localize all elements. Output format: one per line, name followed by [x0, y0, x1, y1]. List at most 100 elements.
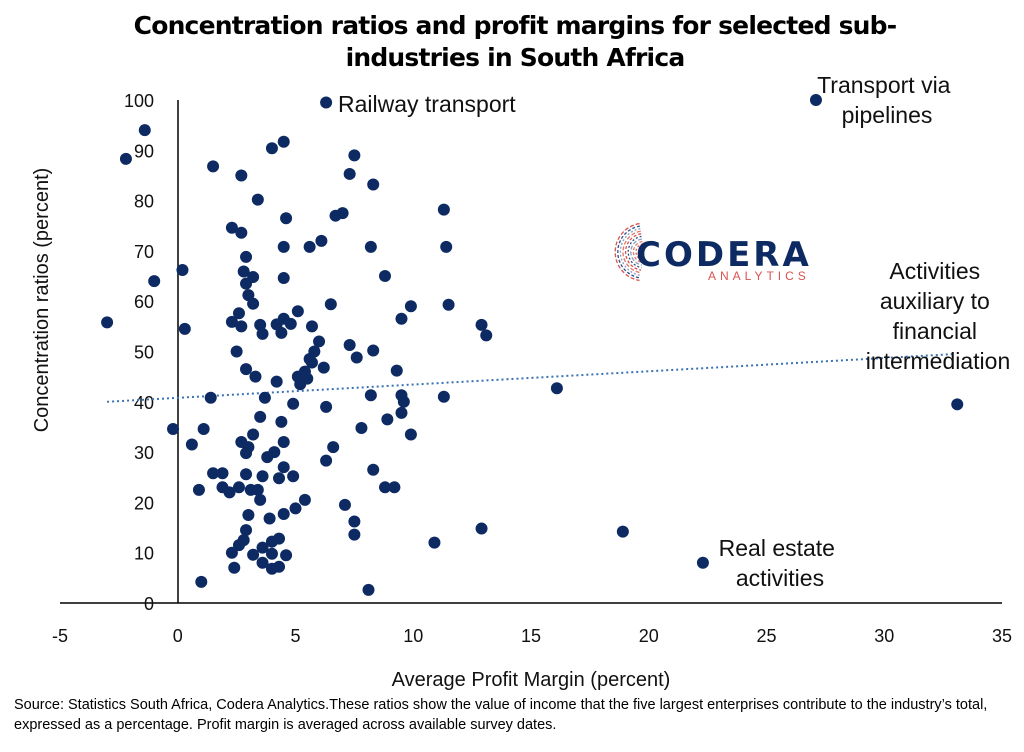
data-point: [242, 508, 255, 521]
data-point: [228, 561, 241, 574]
y-axis-title: Concentration ratios (percent): [31, 168, 53, 433]
data-point: [404, 428, 417, 441]
x-tick-label: 30: [874, 626, 894, 646]
data-point: [291, 305, 304, 318]
data-point: [256, 541, 269, 554]
data-point: [308, 345, 321, 358]
data-point: [167, 422, 180, 435]
y-tick-labels: 0 10 20 30 40 50 60 70 80 90 100: [124, 91, 154, 614]
y-tick-label: 50: [134, 343, 154, 363]
annotation-financial-line1: Activities: [889, 258, 980, 284]
data-point: [550, 382, 563, 395]
data-point: [223, 486, 236, 499]
data-point: [367, 463, 380, 476]
data-point: [256, 327, 269, 340]
data-point: [240, 447, 253, 460]
data-point: [277, 272, 290, 285]
x-tick-label: 0: [173, 626, 183, 646]
y-tick-label: 80: [134, 192, 154, 212]
data-point: [240, 363, 253, 376]
data-point: [404, 300, 417, 313]
annotation-real-estate: Real estate activities: [719, 535, 842, 591]
data-point: [273, 472, 286, 485]
data-point: [240, 524, 253, 537]
data-point: [367, 178, 380, 191]
data-point: [277, 461, 290, 474]
data-point: [388, 481, 401, 494]
annotation-railway-line1: Railway transport: [338, 91, 516, 117]
data-point: [315, 234, 328, 247]
data-point: [951, 398, 964, 411]
data-point: [254, 410, 267, 423]
x-tick-label: 5: [290, 626, 300, 646]
data-point: [235, 436, 248, 449]
x-tick-label: 35: [992, 626, 1012, 646]
data-point: [232, 481, 245, 494]
data-point: [251, 193, 264, 206]
data-point: [254, 318, 267, 331]
data-point: [343, 167, 356, 180]
data-point: [280, 212, 293, 225]
data-point: [397, 395, 410, 408]
annotation-pipelines-line1: Transport via: [817, 72, 951, 98]
annotation-railway: Railway transport: [338, 91, 516, 117]
data-point: [207, 467, 220, 480]
data-point: [696, 556, 709, 569]
data-point: [247, 297, 260, 310]
y-tick-label: 100: [124, 91, 154, 111]
logo-arc: [627, 235, 642, 269]
annotation-financial-line3: financial: [893, 318, 977, 344]
data-point: [237, 265, 250, 278]
annotation-financial-line2: auxiliary to: [880, 288, 990, 314]
data-point: [277, 135, 290, 148]
data-point: [247, 271, 260, 284]
data-point: [381, 413, 394, 426]
chart-title: Concentration ratios and profit margins …: [133, 11, 898, 72]
data-point: [275, 415, 288, 428]
data-point: [442, 298, 455, 311]
y-tick-label: 90: [134, 141, 154, 161]
y-tick-label: 30: [134, 443, 154, 463]
y-tick-label: 40: [134, 393, 154, 413]
data-point: [336, 207, 349, 220]
data-point: [440, 240, 453, 253]
data-point: [258, 391, 271, 404]
annotation-real-estate-line2: activities: [736, 565, 824, 591]
data-point: [287, 470, 300, 483]
y-tick-label: 20: [134, 493, 154, 513]
y-tick-label: 70: [134, 242, 154, 262]
annotation-financial-line4: intermediation: [866, 348, 1010, 374]
data-point: [313, 335, 326, 348]
data-point: [268, 446, 281, 459]
data-point: [475, 318, 488, 331]
data-point: [225, 546, 238, 559]
x-tick-label: 20: [639, 626, 659, 646]
data-point: [265, 535, 278, 548]
logo-arc: [617, 225, 641, 279]
data-point: [277, 436, 290, 449]
scatter-chart: -5 0 5 10 15 20 25 30 35 0102030405060708090100 …: [31, 72, 1012, 691]
data-point: [355, 421, 368, 434]
logo-tagline: ANALYTICS: [708, 269, 810, 283]
logo-arc: [630, 238, 643, 266]
y-tick-label: 0: [144, 594, 154, 614]
logo-arc: [622, 230, 641, 274]
data-point: [195, 575, 208, 588]
data-point: [119, 152, 132, 165]
data-point: [240, 468, 253, 481]
data-point: [235, 320, 248, 333]
data-point: [247, 428, 260, 441]
logo-mark-icon: [614, 222, 643, 282]
data-point: [192, 483, 205, 496]
x-axis-title: Average Profit Margin (percent): [392, 669, 671, 691]
data-points: [101, 94, 964, 596]
data-point: [305, 320, 318, 333]
data-point: [185, 438, 198, 451]
data-point: [277, 507, 290, 520]
x-tick-label: 10: [403, 626, 423, 646]
source-note: Source: Statistics South Africa, Codera …: [14, 697, 988, 733]
x-tick-labels: -5 0 5 10 15 20 25 30 35: [52, 626, 1012, 646]
data-point: [280, 549, 293, 562]
data-point: [216, 467, 229, 480]
data-point: [437, 203, 450, 216]
